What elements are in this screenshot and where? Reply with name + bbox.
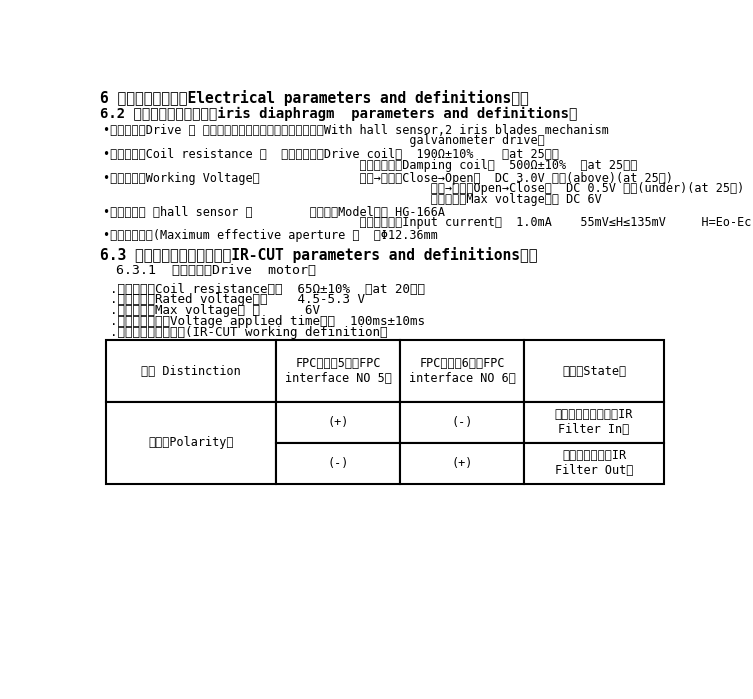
Text: 6.3.1  驱动马达（Drive  motor）: 6.3.1 驱动马达（Drive motor）: [100, 264, 316, 277]
Text: 区分 Distinction: 区分 Distinction: [141, 365, 241, 377]
Bar: [524, 442, 663, 484]
Text: 最大电压（Max voltage）： DC 6V: 最大电压（Max voltage）： DC 6V: [103, 193, 602, 206]
Bar: [276, 402, 401, 442]
Bar: [401, 402, 524, 442]
Text: FPC接口第6序（FPC
interface NO 6）: FPC接口第6序（FPC interface NO 6）: [409, 357, 516, 385]
Text: •工作电压（Working Voltage）              关闭→开启（Close→Open）  DC 3.0V 以上(above)(at 25℃): •工作电压（Working Voltage） 关闭→开启（Close→Open）…: [103, 172, 673, 185]
Bar: [524, 402, 663, 442]
Text: ：阻尼线圈（Damping coil）  500Ω±10%  （at 25℃）: ：阻尼线圈（Damping coil） 500Ω±10% （at 25℃）: [103, 159, 638, 171]
Text: ：输入电流（Input current）  1.0mA    55mV≤H≤135mV     H=Eo-Ec(Open-Close): ：输入电流（Input current） 1.0mA 55mV≤H≤135mV …: [103, 216, 753, 229]
Text: •最大有效孔径(Maximum effective aperture ）  ：Φ12.36mm: •最大有效孔径(Maximum effective aperture ） ：Φ1…: [103, 229, 438, 242]
Text: (+): (+): [328, 416, 349, 428]
Text: 状态（State）: 状态（State）: [562, 365, 626, 377]
Text: .额定电压（Rated voltage）：    4.5-5.3 V: .额定电压（Rated voltage）： 4.5-5.3 V: [110, 294, 364, 306]
Text: .电压施加时间（Voltage applied time）：  100ms±10ms: .电压施加时间（Voltage applied time）： 100ms±10m…: [110, 315, 425, 328]
Text: FPC接口第5序（FPC
interface NO 5）: FPC接口第5序（FPC interface NO 5）: [285, 357, 392, 385]
Text: galvanometer drive）: galvanometer drive）: [103, 134, 545, 147]
Text: •霏尔传感器 （hall sensor ）        ：型号（Model）． HG-166A: •霏尔传感器 （hall sensor ） ：型号（Model）． HG-166…: [103, 206, 446, 219]
Text: .最大电压（Max voltage） ：      6V: .最大电压（Max voltage） ： 6V: [110, 304, 319, 317]
Text: (-): (-): [328, 456, 349, 470]
Bar: [105, 340, 276, 402]
Text: 极性（Polarity）: 极性（Polarity）: [148, 436, 233, 449]
Text: (+): (+): [452, 456, 473, 470]
Text: 无红外滤光片（IR
Filter Out）: 无红外滤光片（IR Filter Out）: [555, 449, 633, 477]
Bar: [401, 340, 524, 402]
Text: (-): (-): [452, 416, 473, 428]
Text: 有红外滤光片工作（IR
Filter In）: 有红外滤光片工作（IR Filter In）: [555, 408, 633, 436]
Text: 开启→关闭（Open→Close）  DC 0.5V 以下(under)(at 25℃): 开启→关闭（Open→Close） DC 0.5V 以下(under)(at 2…: [103, 182, 745, 196]
Text: .红外滤光片工作定义(IR-CUT working definition）: .红外滤光片工作定义(IR-CUT working definition）: [110, 326, 387, 338]
Bar: [276, 340, 401, 402]
Text: .线圈电阻（Coil resistance）：  65Ω±10%  （at 20℃）: .线圈电阻（Coil resistance）： 65Ω±10% （at 20℃）: [110, 282, 425, 296]
Text: 6.2 可变光圈参数及定义（iris diaphragm  parameters and definitions）: 6.2 可变光圈参数及定义（iris diaphragm parameters …: [100, 107, 578, 121]
Bar: [524, 340, 663, 402]
Bar: [401, 442, 524, 484]
Text: •驱动类型（Drive ） ：霏尔传感器，两叶片电流驱动结构（With hall sensor,2 iris blades mechanism: •驱动类型（Drive ） ：霏尔传感器，两叶片电流驱动结构（With hall…: [103, 124, 609, 137]
Text: 6 电气参数及定义（Electrical parameters and definitions）：: 6 电气参数及定义（Electrical parameters and defi…: [100, 90, 529, 106]
Text: •线圈电阻（Coil resistance ）  ：驱动线圈（Drive coil）  190Ω±10%    （at 25℃）: •线圈电阻（Coil resistance ） ：驱动线圈（Drive coil…: [103, 147, 559, 161]
Bar: [105, 402, 276, 484]
Bar: [276, 442, 401, 484]
Text: 6.3 红外滤光片参数及定义（IR-CUT parameters and definitions）：: 6.3 红外滤光片参数及定义（IR-CUT parameters and def…: [100, 247, 538, 263]
